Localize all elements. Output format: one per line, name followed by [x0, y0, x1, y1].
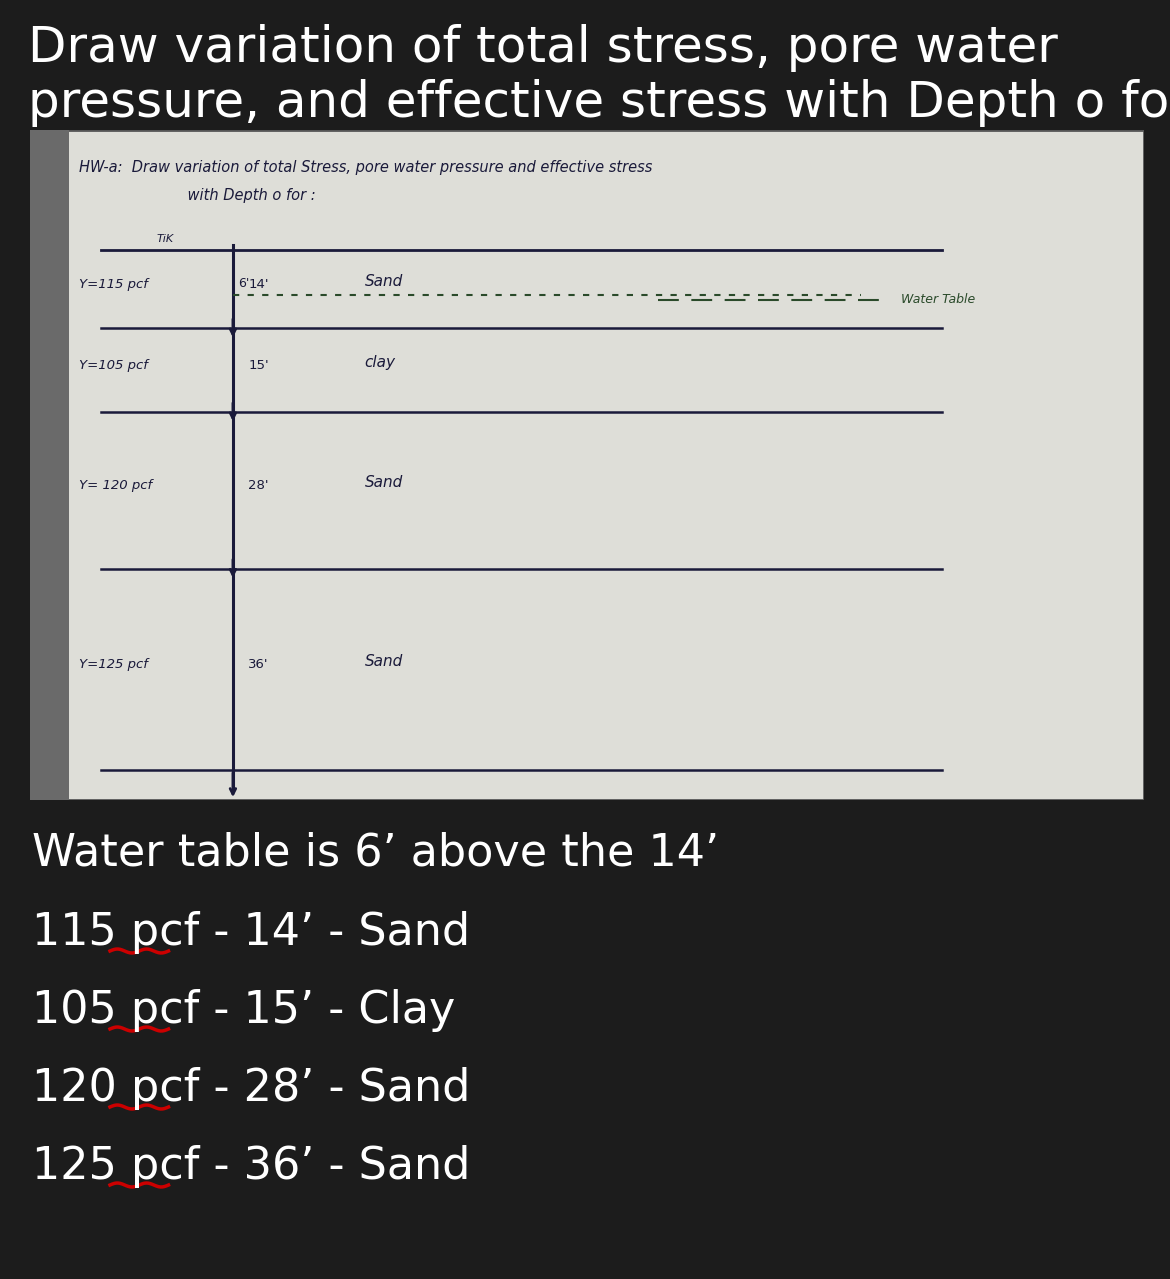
Text: pressure, and effective stress with Depth o for:: pressure, and effective stress with Dept…: [28, 79, 1170, 127]
Text: Water table is 6’ above the 14’: Water table is 6’ above the 14’: [32, 831, 720, 874]
Text: Sand: Sand: [365, 475, 402, 490]
Text: Sand: Sand: [365, 274, 402, 289]
Text: 125 pcf - 36’ - Sand: 125 pcf - 36’ - Sand: [32, 1145, 470, 1188]
Text: Draw variation of total stress, pore water: Draw variation of total stress, pore wat…: [28, 24, 1058, 72]
Text: Sand: Sand: [365, 654, 402, 669]
Text: Y=125 pcf: Y=125 pcf: [80, 657, 147, 671]
Text: HW-a:  Draw variation of total Stress, pore water pressure and effective stress: HW-a: Draw variation of total Stress, po…: [80, 160, 653, 175]
Text: Y=115 pcf: Y=115 pcf: [80, 278, 147, 290]
Text: 36': 36': [248, 657, 269, 671]
Text: with Depth o for :: with Depth o for :: [132, 188, 315, 203]
FancyBboxPatch shape: [30, 130, 1144, 799]
Text: 14': 14': [248, 278, 269, 290]
Text: 6': 6': [238, 276, 249, 290]
Text: 15': 15': [248, 358, 269, 372]
Text: 120 pcf - 28’ - Sand: 120 pcf - 28’ - Sand: [32, 1067, 470, 1110]
Text: clay: clay: [365, 354, 395, 370]
Text: 105 pcf - 15’ - Clay: 105 pcf - 15’ - Clay: [32, 989, 455, 1032]
Text: Y= 120 pcf: Y= 120 pcf: [80, 478, 152, 492]
Text: Y=105 pcf: Y=105 pcf: [80, 358, 147, 372]
Text: TiK: TiK: [157, 234, 174, 244]
Text: 115 pcf - 14’ - Sand: 115 pcf - 14’ - Sand: [32, 911, 470, 954]
Text: 28': 28': [248, 478, 269, 492]
Text: Water Table: Water Table: [901, 293, 976, 306]
Bar: [30, 130, 69, 799]
